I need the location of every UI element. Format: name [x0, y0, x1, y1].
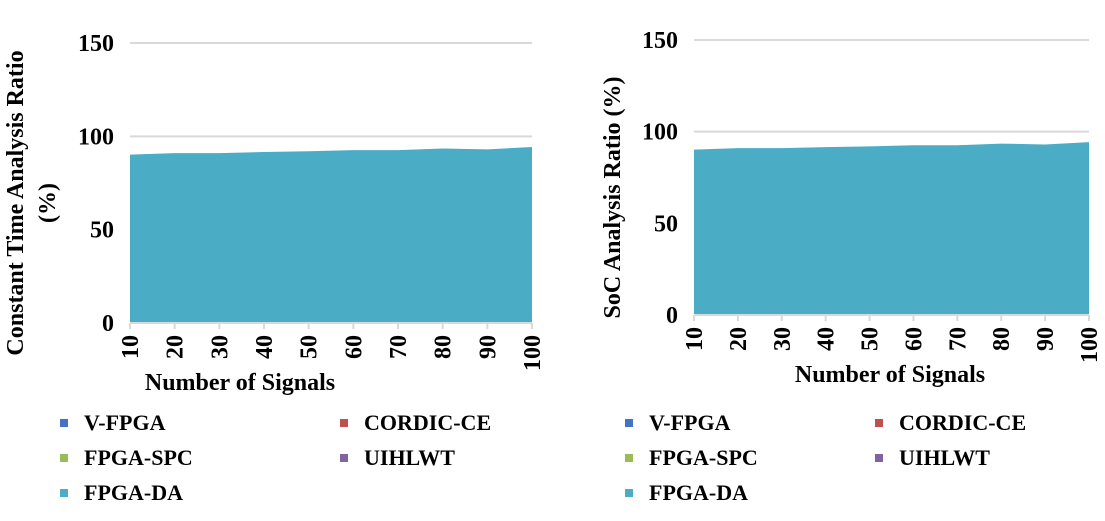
y-axis-title: SoC Analysis Ratio (%): [600, 76, 626, 318]
chart-2: 0 50 100 150 10 20 30 40 50 60 70 80 90 100 Number of …: [600, 28, 1103, 388]
y-tick-label: 50: [90, 218, 114, 244]
x-tick-label: 10: [118, 335, 144, 359]
y-tick-label: 150: [78, 31, 114, 57]
x-axis-title: Number of Signals: [795, 362, 985, 388]
legend-label: V-FPGA: [84, 410, 166, 435]
x-tick-label: 50: [858, 327, 884, 351]
x-tick-label: 60: [341, 335, 367, 359]
legend-swatch: [875, 454, 883, 462]
x-tick-label: 90: [1033, 327, 1059, 351]
legend-swatch: [875, 419, 883, 427]
legend-swatch: [340, 454, 348, 462]
x-tick-label: 30: [770, 327, 796, 351]
x-axis-title: Number of Signals: [145, 370, 335, 396]
x-tick-label: 70: [945, 327, 971, 351]
y-tick-label: 50: [654, 211, 678, 237]
area-series-fpga-da: [694, 142, 1089, 315]
legend-label: FPGA-DA: [84, 480, 183, 505]
x-tick-label: 90: [475, 335, 501, 359]
x-tick-label: 20: [726, 327, 752, 351]
legend-item: UIHLWT: [875, 445, 990, 471]
legend-item: FPGA-DA: [625, 480, 748, 506]
x-tick-label: 70: [386, 335, 412, 359]
legend-label: CORDIC-CE: [364, 410, 492, 435]
y-tick-label: 100: [78, 124, 114, 150]
legend-item: V-FPGA: [60, 410, 165, 436]
legend-label: UIHLWT: [364, 445, 455, 470]
x-tick-label: 60: [901, 327, 927, 351]
x-tick-label: 80: [431, 335, 457, 359]
chart-1: 0 50 100 150 10 20 30 40 50 60 70 80 90 100 Number of …: [3, 31, 546, 396]
legend-item: V-FPGA: [625, 410, 730, 436]
x-tick-label: 100: [520, 335, 546, 371]
legend-label: CORDIC-CE: [899, 410, 1027, 435]
y-tick-label: 150: [642, 28, 678, 54]
x-tick-label: 30: [207, 335, 233, 359]
legend-swatch: [340, 419, 348, 427]
y-tick-label: 100: [642, 120, 678, 146]
x-tick-label: 40: [814, 327, 840, 351]
legend-label: V-FPGA: [649, 410, 731, 435]
x-tick-label: 20: [163, 335, 189, 359]
y-axis-title: Constant Time Analysis Ratio (%): [3, 50, 61, 355]
x-tick-label: 100: [1077, 327, 1103, 363]
legend-swatch: [60, 454, 68, 462]
legend-swatch: [625, 419, 633, 427]
legend-label: FPGA-SPC: [84, 445, 193, 470]
x-tick-label: 10: [682, 327, 708, 351]
legend-item: FPGA-SPC: [625, 445, 758, 471]
legend-swatch: [60, 489, 68, 497]
legend-item: CORDIC-CE: [875, 410, 1026, 436]
y-axis-title-line1: Constant Time Analysis Ratio: [3, 50, 29, 355]
y-tick-label: 0: [102, 311, 114, 337]
legend-label: FPGA-DA: [649, 480, 748, 505]
legend-swatch: [60, 419, 68, 427]
legend-item: FPGA-SPC: [60, 445, 193, 471]
legend-item: FPGA-DA: [60, 480, 183, 506]
area-series-fpga-da: [130, 146, 532, 323]
legend-label: UIHLWT: [899, 445, 990, 470]
legend-item: UIHLWT: [340, 445, 455, 471]
y-tick-label: 0: [666, 303, 678, 329]
legend-label: FPGA-SPC: [649, 445, 758, 470]
legend-swatch: [625, 489, 633, 497]
x-tick-label: 40: [252, 335, 278, 359]
y-axis-title-line2: (%): [35, 183, 61, 223]
x-tick-label: 50: [297, 335, 323, 359]
x-tick-label: 80: [989, 327, 1015, 351]
legend-swatch: [625, 454, 633, 462]
legend-item: CORDIC-CE: [340, 410, 491, 436]
